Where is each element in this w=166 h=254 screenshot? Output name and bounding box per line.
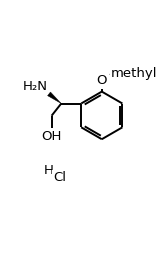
Text: H₂N: H₂N [22,80,47,92]
Text: H: H [44,164,54,177]
Text: Cl: Cl [53,171,66,184]
Text: OH: OH [41,130,61,143]
Text: O: O [97,74,107,87]
Text: methyl: methyl [110,67,157,80]
Polygon shape [48,92,61,103]
